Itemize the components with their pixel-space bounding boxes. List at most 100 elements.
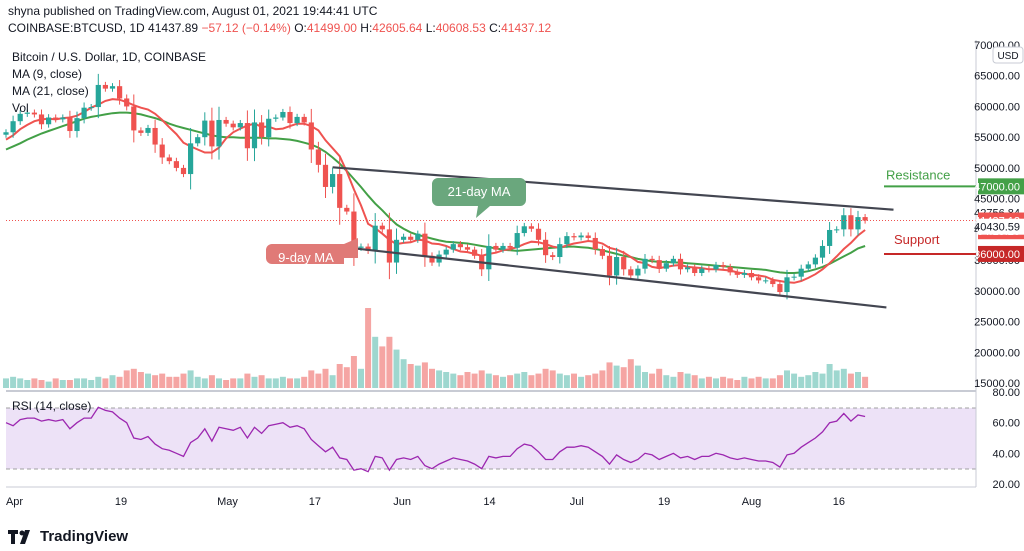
- candle-body: [209, 120, 215, 147]
- candle-body: [358, 246, 364, 248]
- time-tick: May: [217, 496, 238, 508]
- candle-body: [81, 107, 87, 119]
- trendline-lower: [332, 244, 887, 309]
- candle-body: [592, 237, 598, 250]
- close-label: C:: [489, 21, 502, 35]
- price-change: −57.12 (−0.14%): [201, 21, 291, 35]
- tradingview-logo-icon: [8, 529, 34, 544]
- ma9-callout-box: [266, 238, 358, 264]
- rsi-tick: 40.00: [992, 448, 1020, 460]
- legend-rsi: RSI (14, close): [12, 399, 92, 413]
- candle-body: [507, 245, 513, 248]
- candle-body: [173, 161, 179, 168]
- candle-body: [322, 164, 329, 187]
- volume-bar: [216, 378, 222, 388]
- low-label: L:: [425, 21, 436, 35]
- candle-body: [401, 236, 407, 240]
- volume-bar: [620, 367, 627, 388]
- candle-body: [273, 117, 279, 119]
- volume-bars: [3, 308, 869, 388]
- high-value: 42605.64: [372, 21, 423, 35]
- volume-bar: [315, 373, 322, 388]
- candle-body: [308, 122, 314, 150]
- volume-bar: [599, 370, 606, 388]
- volume-bar: [720, 376, 727, 388]
- candle-body: [138, 130, 144, 133]
- candle-body: [692, 267, 698, 273]
- candle-body: [102, 84, 108, 89]
- tradingview-brand[interactable]: TradingView: [8, 528, 128, 545]
- candle-body: [734, 272, 740, 275]
- legend-ma9: MA (9, close): [12, 67, 83, 81]
- close-value: 41437.12: [501, 21, 552, 35]
- volume-bar: [471, 373, 478, 388]
- candle-body: [841, 215, 847, 230]
- volume-bar: [244, 373, 251, 388]
- candle-body: [763, 280, 769, 282]
- axes: 70000.0065000.0060000.0055000.0050000.00…: [6, 40, 1024, 508]
- volume-bar: [826, 364, 833, 388]
- time-tick: Jun: [393, 496, 411, 508]
- candle-body: [109, 86, 116, 89]
- candle-body: [117, 86, 123, 99]
- candle-body: [635, 268, 641, 276]
- candle-body: [535, 228, 542, 240]
- candle-body: [564, 236, 570, 245]
- time-tick: Apr: [6, 496, 23, 508]
- volume-bar: [265, 378, 272, 388]
- price-tick: 55000.00: [974, 132, 1020, 144]
- candle-body: [628, 269, 634, 276]
- volume-bar: [528, 375, 535, 388]
- volume-bar: [855, 372, 861, 388]
- candle-body: [663, 263, 669, 269]
- volume-bar: [862, 376, 869, 388]
- candle-body: [834, 229, 840, 231]
- price-tag: 40430.59: [974, 222, 1020, 234]
- volume-bar: [137, 372, 144, 388]
- candle-body: [53, 117, 59, 120]
- volume-bar: [24, 380, 31, 388]
- candle-body: [60, 117, 66, 120]
- volume-bar: [812, 372, 819, 388]
- time-tick: 17: [309, 496, 321, 508]
- volume-bar: [343, 367, 350, 388]
- candle-body: [67, 117, 73, 132]
- candle-body: [202, 120, 208, 138]
- price-tag-bg: [978, 245, 1024, 262]
- volume-bar: [251, 376, 258, 388]
- candle-body: [706, 268, 712, 270]
- candle-body: [124, 98, 130, 107]
- candle-body: [46, 117, 52, 125]
- volume-bar: [365, 308, 372, 388]
- candle-body: [251, 122, 258, 149]
- price-tick: 60000.00: [974, 101, 1020, 113]
- volume-bar: [634, 365, 641, 388]
- candle-body: [741, 272, 747, 275]
- volume-bar: [393, 349, 400, 388]
- volume-bar: [145, 373, 151, 388]
- time-tick: Jul: [570, 496, 584, 508]
- ma21-callout-text: 21-day MA: [448, 184, 511, 199]
- legend-title: Bitcoin / U.S. Dollar, 1D, COINBASE: [12, 50, 207, 64]
- candle-body: [557, 244, 563, 258]
- volume-bar: [578, 376, 585, 388]
- volume-bar: [74, 378, 80, 388]
- trendline-upper: [332, 166, 894, 211]
- ma9-line: [5, 98, 866, 284]
- candle-body: [748, 272, 755, 278]
- volume-bar: [784, 370, 790, 388]
- volume-bar: [10, 376, 17, 388]
- volume-bar: [585, 375, 592, 388]
- candle-body: [457, 244, 463, 248]
- volume-bar: [741, 376, 748, 388]
- open-value: 41499.00: [306, 21, 357, 35]
- volume-bar: [187, 370, 194, 388]
- candle-body: [294, 116, 300, 124]
- price-tick: 25000.00: [974, 317, 1020, 329]
- volume-bar: [748, 378, 755, 388]
- candle-body: [237, 123, 243, 128]
- candle-body: [642, 258, 648, 269]
- volume-bar: [436, 370, 443, 388]
- candle-body: [493, 245, 499, 250]
